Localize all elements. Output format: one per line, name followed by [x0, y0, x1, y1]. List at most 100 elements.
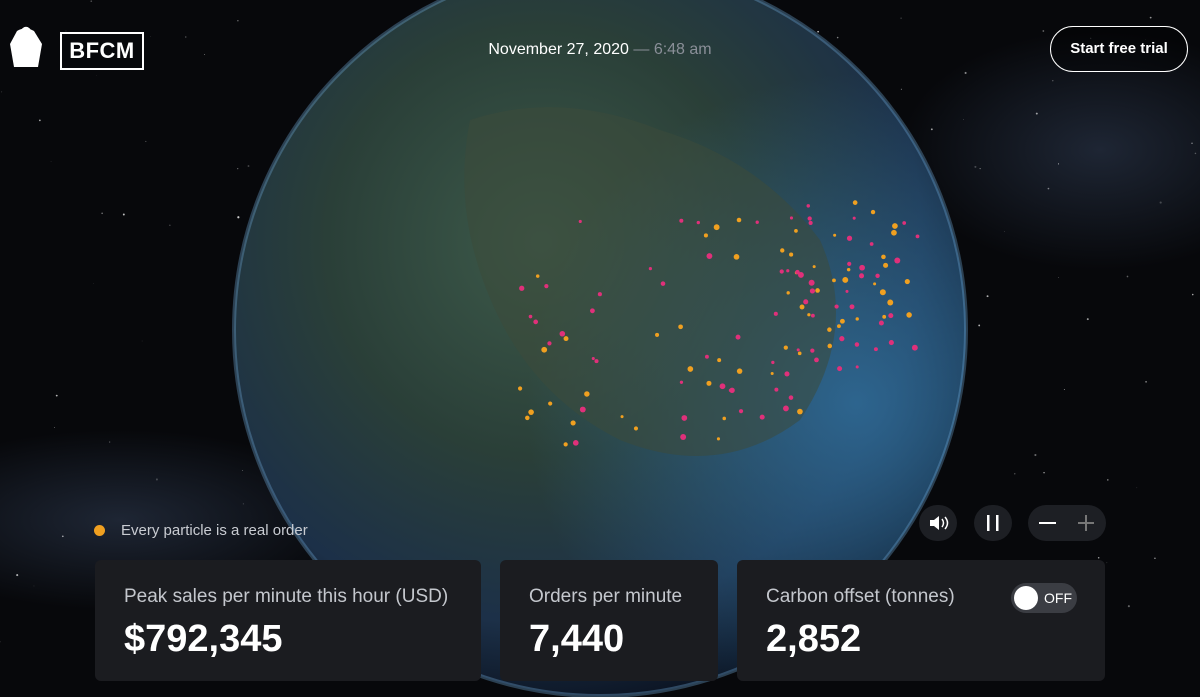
order-particle	[855, 317, 859, 321]
order-particle	[892, 223, 898, 229]
star	[92, 283, 94, 284]
star	[974, 165, 977, 168]
star	[1126, 275, 1129, 278]
star	[1052, 80, 1054, 82]
star	[836, 36, 839, 39]
star	[1004, 231, 1005, 232]
atmosphere	[232, 0, 968, 697]
order-particle	[808, 220, 813, 225]
order-particle	[911, 344, 918, 351]
order-particle	[541, 346, 548, 353]
order-particle	[655, 332, 660, 337]
order-particle	[563, 336, 569, 342]
order-particle	[736, 217, 742, 223]
order-particle	[735, 334, 741, 340]
order-particle	[810, 348, 815, 353]
order-particle	[878, 320, 884, 326]
order-particle	[888, 340, 894, 346]
order-particle	[738, 409, 744, 414]
order-particle	[815, 288, 820, 293]
order-particle	[839, 336, 845, 342]
order-particle	[679, 380, 684, 384]
order-particle	[875, 273, 880, 278]
star	[90, 0, 93, 2]
star	[1043, 472, 1045, 474]
zoom-control	[1028, 505, 1106, 541]
cta-button[interactable]: Start free trial	[1050, 26, 1188, 72]
order-particle	[579, 406, 586, 413]
order-particle	[784, 371, 790, 377]
star	[109, 441, 111, 443]
star	[1086, 318, 1089, 321]
order-particle	[798, 271, 804, 278]
sound-icon	[930, 516, 949, 530]
order-particle	[796, 348, 800, 352]
order-particle	[594, 359, 599, 364]
order-particles	[517, 200, 920, 447]
order-particle	[881, 254, 886, 260]
star	[247, 165, 250, 167]
order-particle	[590, 308, 595, 314]
star	[1042, 30, 1045, 32]
order-particle	[779, 269, 784, 274]
order-particle	[873, 282, 877, 286]
order-particle	[859, 273, 865, 279]
order-particle	[827, 343, 833, 349]
star	[964, 71, 967, 74]
sound-button[interactable]	[919, 505, 957, 541]
stat-value: $792,345	[124, 618, 283, 660]
order-particle	[679, 218, 684, 223]
order-particle	[774, 387, 779, 392]
order-particle	[770, 372, 774, 376]
order-particle	[517, 386, 523, 391]
order-particle	[797, 408, 803, 415]
pause-button[interactable]	[974, 505, 1012, 541]
order-particle	[755, 220, 759, 224]
order-particle	[852, 200, 858, 205]
order-particle	[706, 253, 713, 259]
order-particle	[687, 366, 694, 372]
logo[interactable]: BFCM	[60, 32, 144, 70]
star	[55, 394, 58, 397]
toggle-label: OFF	[1044, 590, 1072, 606]
order-particle	[806, 204, 810, 208]
order-particle	[870, 209, 876, 215]
order-particle	[525, 415, 530, 421]
order-particle	[789, 252, 794, 257]
star	[185, 36, 187, 38]
stat-label: Peak sales per minute this hour (USD)	[124, 586, 449, 607]
order-particle	[759, 414, 765, 420]
order-particle	[839, 318, 845, 324]
star	[1063, 388, 1065, 390]
order-particle	[533, 319, 539, 325]
star	[1194, 152, 1197, 155]
star	[1136, 487, 1138, 489]
order-particle	[678, 324, 683, 330]
order-particle	[736, 368, 743, 374]
order-particle	[780, 248, 785, 253]
order-particle	[783, 345, 788, 350]
order-particle	[559, 330, 566, 337]
order-particle	[789, 216, 794, 220]
order-particle	[894, 257, 901, 264]
order-particle	[788, 395, 794, 400]
star	[1035, 112, 1038, 115]
star	[1057, 163, 1060, 165]
star	[16, 574, 19, 577]
order-particle	[807, 313, 811, 317]
star	[1107, 479, 1109, 481]
order-particle	[803, 299, 809, 305]
toggle[interactable]: OFF	[1011, 583, 1077, 613]
star	[237, 216, 240, 219]
order-particle	[814, 357, 819, 363]
order-particle	[810, 313, 815, 318]
star	[96, 75, 97, 76]
order-particle	[887, 299, 894, 306]
order-particle	[703, 233, 708, 238]
stat-value: 7,440	[529, 618, 625, 660]
order-particle	[883, 262, 889, 268]
order-particle	[729, 387, 735, 394]
order-particle	[597, 292, 602, 297]
stat-label: Orders per minute	[529, 586, 683, 607]
